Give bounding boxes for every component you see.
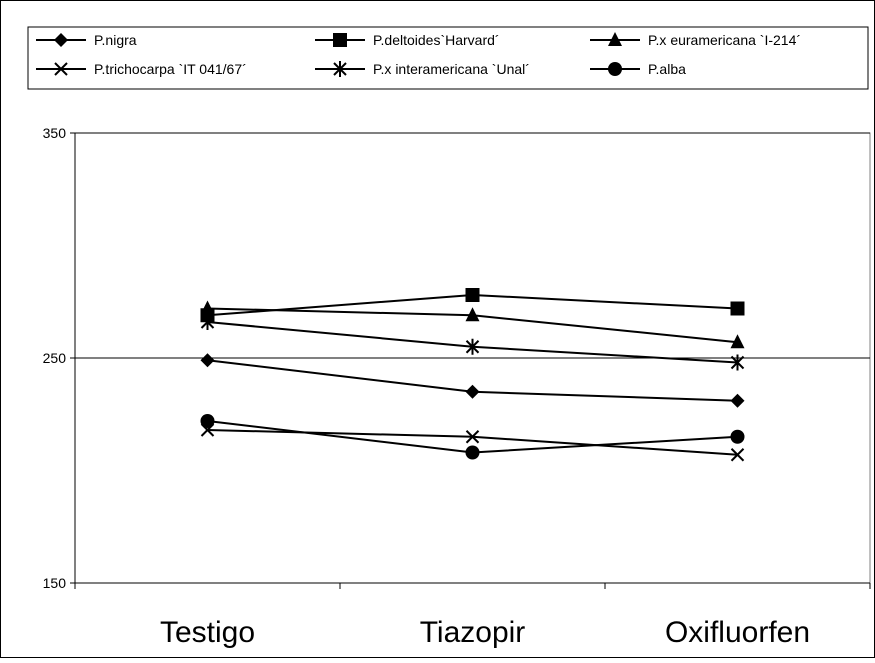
- legend-marker: [54, 33, 68, 47]
- series-0: [200, 353, 745, 408]
- series-group: [200, 288, 745, 462]
- series-4: [200, 314, 745, 371]
- y-tick-label: 350: [43, 125, 67, 141]
- series-2: [200, 300, 745, 349]
- data-point: [200, 353, 215, 368]
- legend-label: P.trichocarpa `IT 041/67´: [94, 61, 247, 77]
- data-point: [730, 429, 745, 444]
- data-point: [465, 338, 480, 355]
- data-point: [465, 307, 480, 322]
- legend-item: P.alba: [590, 61, 686, 77]
- legend-marker: [54, 62, 68, 76]
- x-tick-labels: Testigo Tiazopir Oxifluorfen: [74, 583, 871, 649]
- legend-item: P.x interamericana `Unal´: [315, 61, 530, 77]
- legend-item: P.trichocarpa `IT 041/67´: [36, 61, 247, 77]
- y-tick-labels: 150 250 350: [43, 125, 75, 591]
- data-point: [730, 448, 745, 462]
- data-point: [200, 314, 215, 330]
- legend-item: P.x euramericana `I-214´: [590, 32, 801, 48]
- legend-label: P.nigra: [94, 32, 137, 48]
- x-tick-label: Tiazopir: [420, 616, 526, 649]
- legend-item: P.nigra: [36, 32, 137, 48]
- legend-box: [27, 26, 869, 90]
- data-point: [200, 414, 215, 428]
- legend-item: P.deltoides`Harvard´: [315, 32, 500, 48]
- data-point: [465, 384, 480, 399]
- legend-label: P.alba: [648, 61, 686, 77]
- data-point: [200, 300, 215, 315]
- legend: P.nigra P.deltoides`Harvard´ P.x eurameric…: [27, 26, 869, 90]
- legend-label: P.x euramericana `I-214´: [648, 32, 801, 48]
- legend-marker: [333, 61, 347, 77]
- data-point: [465, 430, 480, 444]
- y-tick-label: 150: [43, 575, 67, 591]
- data-point: [730, 354, 745, 371]
- y-tick-label: 250: [43, 350, 67, 366]
- legend-marker: [333, 33, 347, 47]
- legend-marker: [608, 32, 622, 46]
- legend-label: P.deltoides`Harvard´: [373, 32, 500, 48]
- legend-label: P.x interamericana `Unal´: [373, 61, 530, 77]
- data-point: [465, 445, 480, 460]
- data-point: [465, 288, 480, 302]
- data-point: [730, 301, 745, 316]
- x-tick-label: Testigo: [160, 616, 255, 649]
- x-tick-label: Oxifluorfen: [665, 616, 810, 649]
- series-5: [200, 414, 745, 460]
- data-point: [730, 334, 745, 349]
- data-point: [730, 393, 745, 408]
- legend-marker: [608, 62, 622, 76]
